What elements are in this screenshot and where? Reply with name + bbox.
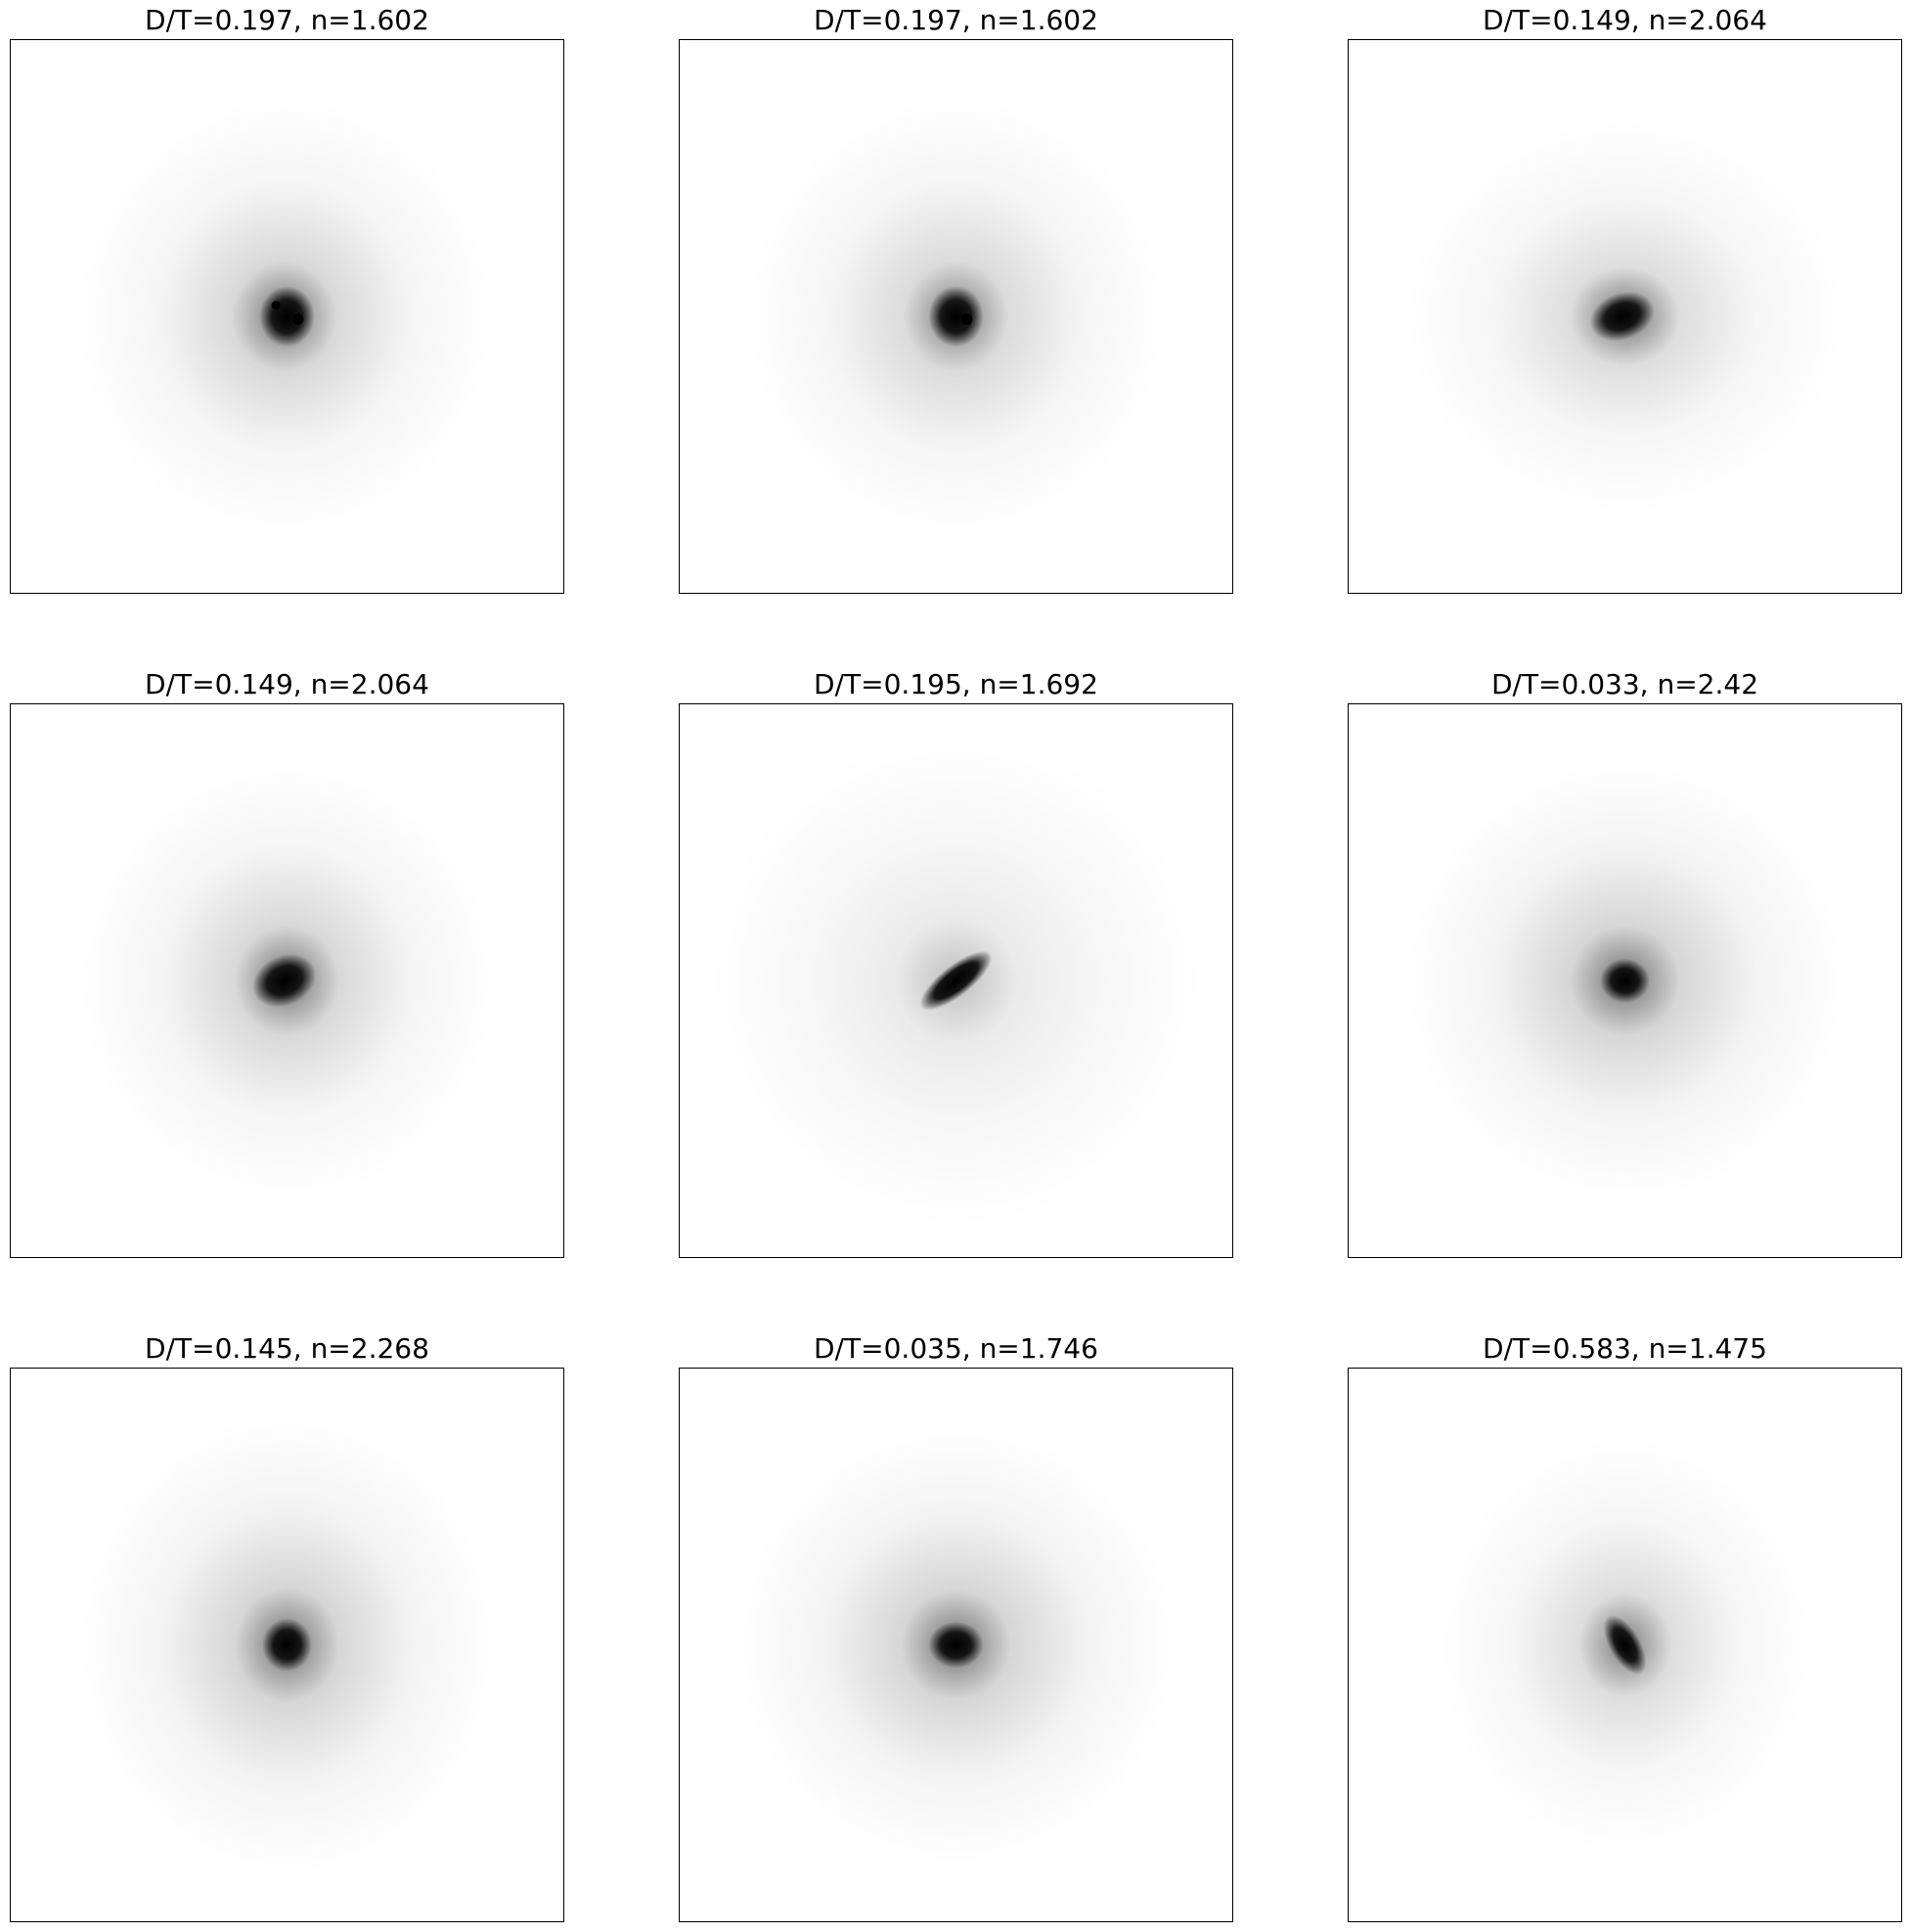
- galaxy-image-3: [1349, 40, 1901, 593]
- galaxy-image-panel-8: [679, 1368, 1233, 1922]
- galaxy-image-5: [680, 704, 1232, 1257]
- galaxy-image-9: [1349, 1369, 1901, 1921]
- galaxy-image-panel-3: [1348, 39, 1902, 594]
- galaxy-image-4: [11, 704, 563, 1257]
- panel-title-4: D/T=0.149, n=2.064: [10, 668, 564, 701]
- panel-title-7: D/T=0.145, n=2.268: [10, 1332, 564, 1366]
- panel-title-6: D/T=0.033, n=2.42: [1348, 668, 1902, 701]
- galaxy-image-panel-5: [679, 703, 1233, 1258]
- galaxy-image-1: [11, 40, 563, 593]
- galaxy-image-panel-1: [10, 39, 564, 594]
- galaxy-image-panel-4: [10, 703, 564, 1258]
- panel-title-8: D/T=0.035, n=1.746: [679, 1332, 1233, 1366]
- panel-title-3: D/T=0.149, n=2.064: [1348, 4, 1902, 37]
- galaxy-image-panel-2: [679, 39, 1233, 594]
- galaxy-image-panel-7: [10, 1368, 564, 1922]
- galaxy-image-6: [1349, 704, 1901, 1257]
- galaxy-image-panel-6: [1348, 703, 1902, 1258]
- panel-title-2: D/T=0.197, n=1.602: [679, 4, 1233, 37]
- galaxy-image-2: [680, 40, 1232, 593]
- panel-title-5: D/T=0.195, n=1.692: [679, 668, 1233, 701]
- galaxy-image-panel-9: [1348, 1368, 1902, 1922]
- galaxy-image-7: [11, 1369, 563, 1921]
- panel-title-1: D/T=0.197, n=1.602: [10, 4, 564, 37]
- panel-title-9: D/T=0.583, n=1.475: [1348, 1332, 1902, 1366]
- galaxy-image-8: [680, 1369, 1232, 1921]
